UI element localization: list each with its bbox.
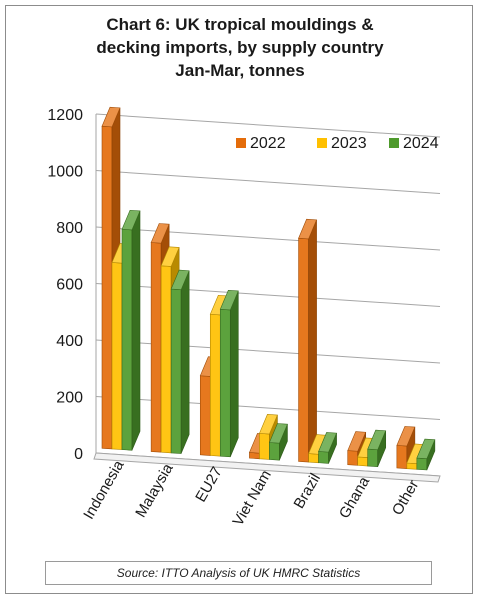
y-tick-label: 1000: [47, 164, 83, 181]
bar-layer: [101, 106, 436, 471]
legend-item-2024: 2024: [389, 135, 439, 152]
legend-label: 2023: [331, 135, 367, 152]
bar-eu27-2024: [219, 289, 239, 458]
chart-title-line-2: decking imports, by supply country: [96, 38, 384, 57]
legend-label: 2022: [250, 135, 286, 152]
source-note: Source: ITTO Analysis of UK HMRC Statist…: [45, 561, 432, 585]
chart-title-line-3: Jan-Mar, tonnes: [175, 61, 305, 80]
x-tick-label: EU27: [192, 464, 225, 505]
legend-swatch: [236, 138, 246, 148]
bar-brazil-2024: [318, 432, 338, 464]
gridline: [95, 170, 441, 194]
bar-malaysia-2024: [170, 269, 190, 454]
chart-title: Chart 6: UK tropical mouldings & decking…: [0, 13, 480, 82]
legend-item-2022: 2022: [236, 135, 286, 152]
y-axis-ticks: 0 200 400 600 800 1000 1200: [47, 107, 83, 463]
y-tick-label: 0: [74, 446, 83, 463]
x-tick-label: Ghana: [336, 473, 374, 521]
y-tick-label: 400: [56, 333, 83, 350]
y-tick-label: 800: [56, 220, 83, 237]
legend: 2022 2023 2024: [236, 135, 439, 152]
y-tick-label: 200: [56, 390, 83, 407]
legend-item-2023: 2023: [317, 135, 367, 152]
legend-label: 2024: [403, 135, 439, 152]
x-tick-label: Indonesia: [80, 457, 128, 522]
y-tick-label: 600: [56, 277, 83, 294]
chart-title-line-1: Chart 6: UK tropical mouldings &: [106, 15, 374, 34]
x-tick-label: Viet Nam: [229, 467, 274, 529]
legend-swatch: [317, 138, 327, 148]
bar-brazil-2022: [298, 218, 318, 463]
bar-ghana-2024: [367, 429, 387, 468]
x-tick-label: Other: [389, 477, 422, 518]
y-tick-label: 1200: [47, 107, 83, 124]
bar-viet-nam-2024: [268, 423, 288, 461]
bar-other-2024: [416, 438, 436, 471]
gridline: [95, 113, 441, 138]
chart-floor: [93, 452, 441, 483]
legend-swatch: [389, 138, 399, 148]
x-tick-label: Malaysia: [132, 460, 177, 520]
x-tick-label: Brazil: [291, 471, 324, 512]
bar-indonesia-2024: [121, 209, 141, 451]
gridline: [95, 226, 441, 251]
